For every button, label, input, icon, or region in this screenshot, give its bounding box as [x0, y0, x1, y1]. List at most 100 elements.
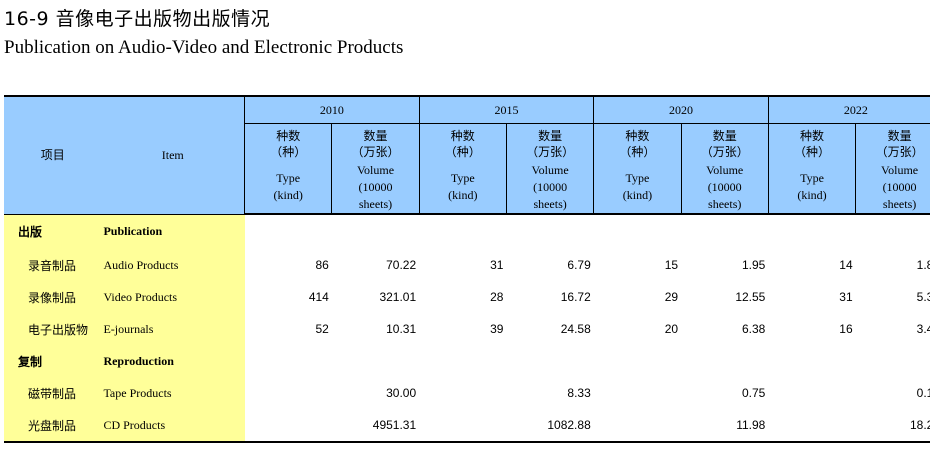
row-label-cn: 电子出版物 [4, 313, 102, 345]
table-body: 出版 Publication 录音制品 Audio Products 86 70.22 31… [4, 214, 930, 443]
cell-volume: 10.31 [386, 322, 417, 336]
header-type: 种数 （种） Type (kind) [418, 123, 507, 215]
cell-volume: 8.33 [567, 386, 591, 400]
header-year: 2015 [418, 95, 594, 124]
cell-type: 31 [839, 290, 853, 304]
cell-volume: 12.55 [735, 290, 766, 304]
cell-type [768, 377, 855, 409]
header-volume-unit-cn: （万张） [700, 145, 749, 159]
cell-type [419, 345, 506, 377]
cell-volume [506, 214, 593, 249]
row-label-en: CD Products [101, 409, 245, 443]
row-label-cn: 录音制品 [4, 249, 102, 281]
header-type-unit-en: (kind) [797, 188, 827, 202]
cell-volume: 3.49 [916, 322, 930, 336]
cell-type: 14 [839, 258, 853, 272]
cell-type [594, 214, 681, 249]
cell-volume: 321.01 [379, 290, 417, 304]
row-label-en: Tape Products [101, 377, 245, 409]
row-label-cn: 录像制品 [4, 281, 102, 313]
header-year: 2020 [593, 95, 769, 124]
row-label-en: Audio Products [101, 249, 245, 281]
cell-volume [856, 345, 930, 377]
header-volume-unit-en-2: sheets) [358, 197, 393, 211]
cell-type [768, 409, 856, 443]
header-volume: 数量 （万张） Volume (10000 sheets) [331, 123, 420, 215]
header-item-cn: 项目 [4, 95, 102, 215]
cell-volume: 30.00 [386, 386, 417, 400]
header-type-en: Type [450, 171, 475, 185]
row-label-cn: 磁带制品 [4, 377, 102, 409]
cell-type: 52 [315, 322, 329, 336]
cell-type [594, 345, 681, 377]
cell-type [244, 409, 332, 443]
row-label-cn: 复制 [4, 345, 102, 377]
row-label-cn: 光盘制品 [4, 409, 102, 443]
header-volume-unit-en: (10000 [358, 180, 393, 194]
header-type-unit-cn: （种） [444, 145, 481, 159]
table-row: 电子出版物 E-journals 52 10.31 39 24.58 20 6.38 16 3.4… [4, 313, 930, 345]
cell-volume: 1.89 [916, 258, 930, 272]
cell-volume: 0.12 [916, 386, 930, 400]
cell-volume: 1.95 [741, 258, 766, 272]
cell-type: 31 [490, 258, 504, 272]
header-volume-cn: 数量 [538, 129, 563, 143]
table-title-english: Publication on Audio-Video and Electroni… [4, 37, 404, 58]
cell-type [594, 377, 681, 409]
row-label-en: Video Products [101, 281, 245, 313]
cell-type [245, 214, 332, 249]
header-volume-unit-en-2: sheets) [533, 197, 567, 211]
header-volume-unit-en: (10000 [533, 180, 568, 194]
row-label-cn: 出版 [4, 214, 102, 249]
header-volume-en: Volume [881, 163, 919, 177]
cell-volume: 16.72 [560, 290, 591, 304]
header-volume-unit-cn: （万张） [526, 145, 575, 159]
header-volume: 数量 （万张） Volume (10000 sheets) [680, 123, 769, 215]
table-row: 录音制品 Audio Products 86 70.22 31 6.79 15 1.95 14 1… [4, 249, 930, 281]
cell-type [593, 409, 682, 443]
cell-volume: 70.22 [386, 258, 417, 272]
header-type-en: Type [800, 171, 824, 185]
header-measure-row: 种数 （种） Type (kind) 数量 （万张） Volume (10000 sheets)… [4, 123, 930, 215]
cell-volume: 18.25 [855, 409, 930, 443]
cell-type: 15 [664, 258, 679, 272]
cell-volume [681, 345, 768, 377]
cell-type [245, 377, 332, 409]
row-label-en: Publication [101, 214, 245, 249]
header-volume-en: Volume [706, 163, 744, 177]
header-type-unit-cn: （种） [270, 145, 307, 159]
cell-type: 86 [315, 258, 329, 272]
header-volume-unit-cn: （万张） [875, 145, 924, 159]
header-volume: 数量 （万张） Volume (10000 sheets) [505, 123, 594, 215]
header-type-unit-cn: （种） [793, 145, 830, 159]
cell-volume [856, 214, 930, 249]
header-type: 种数 （种） Type (kind) [593, 123, 682, 215]
header-volume-unit-en: (10000 [707, 180, 742, 194]
header-type-en: Type [625, 171, 650, 185]
cell-volume: 0.75 [741, 386, 766, 400]
header-volume-unit-en-2: sheets) [882, 197, 917, 211]
table-row: 录像制品 Video Products 414 321.01 28 16.72 29 12.5… [4, 281, 930, 313]
header-type-cn: 种数 [450, 129, 475, 143]
header-year: 2010 [244, 95, 420, 124]
cell-volume: 1082.88 [506, 409, 594, 443]
header-type-unit-en: (kind) [622, 188, 653, 202]
cell-type [419, 409, 507, 443]
cell-type [245, 345, 332, 377]
cell-type [419, 377, 506, 409]
header-volume-unit-en-2: sheets) [708, 197, 742, 211]
cell-type: 414 [308, 290, 329, 304]
section-row: 出版 Publication [4, 214, 930, 249]
cell-type [768, 214, 855, 249]
header-type-cn: 种数 [276, 129, 301, 143]
header-volume: 数量 （万张） Volume (10000 sheets) [855, 123, 930, 215]
header-type-unit-en: (kind) [448, 188, 478, 202]
cell-type: 28 [490, 290, 504, 304]
header-type: 种数 （种） Type (kind) [244, 123, 332, 215]
row-label-en: Reproduction [101, 345, 245, 377]
cell-type [419, 214, 506, 249]
header-volume-en: Volume [356, 163, 395, 177]
cell-volume [332, 214, 419, 249]
